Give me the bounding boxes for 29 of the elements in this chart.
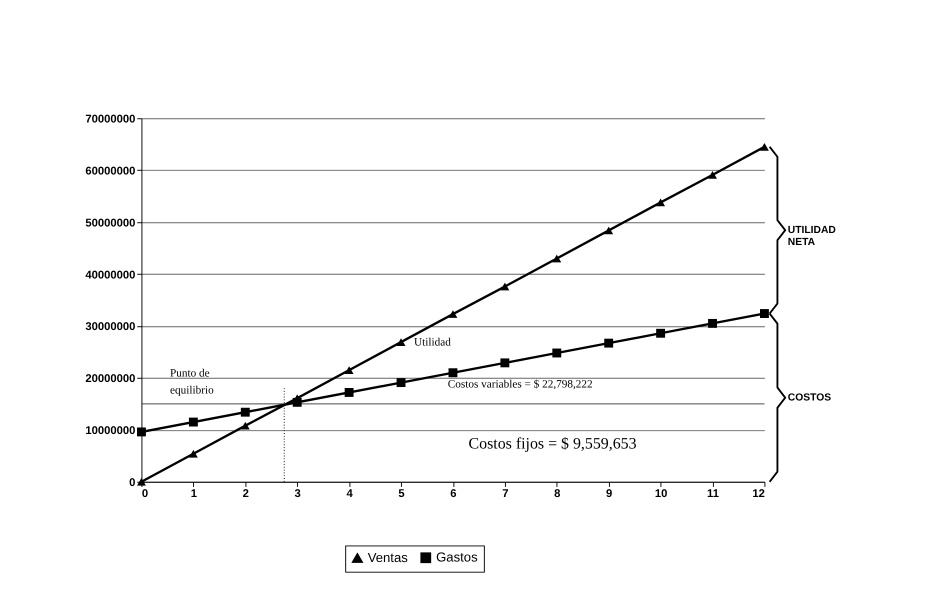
- x-tick-label: 3: [294, 488, 301, 500]
- x-tick-label: 7: [502, 488, 508, 500]
- x-tick-label: 11: [707, 488, 719, 500]
- x-tick-label: 1: [190, 488, 197, 500]
- y-tick-label: 50000000: [85, 217, 136, 230]
- x-tick-label: 9: [606, 488, 612, 500]
- y-tick-label: 30000000: [85, 321, 136, 334]
- legend-label: Ventas: [368, 550, 408, 565]
- x-tick-label: 0: [142, 488, 148, 500]
- y-tick-label: 10000000: [85, 425, 136, 438]
- x-tick-label: 8: [554, 488, 560, 500]
- x-tick-label: 4: [346, 488, 354, 500]
- x-tick-label: 12: [752, 488, 765, 500]
- text: COSTOS: [788, 392, 832, 404]
- text: UTILIDAD NETA: [788, 225, 836, 248]
- annotation: Costos fijos = $ 9,559,653: [468, 435, 637, 452]
- x-tick-label: 5: [398, 488, 405, 500]
- x-tick-label: 10: [654, 488, 668, 500]
- annotation: Punto de equilibrio: [170, 367, 214, 396]
- y-tick-label: 70000000: [85, 114, 136, 126]
- y-tick-label: 40000000: [85, 269, 136, 282]
- y-tick-label: 0: [129, 476, 136, 489]
- x-tick-label: 6: [450, 488, 457, 500]
- annotation: Utilidad: [414, 336, 452, 349]
- x-tick-label: 2: [242, 488, 249, 500]
- annotation: Costos variables = $ 22,798,222: [448, 378, 593, 390]
- legend-label: Gastos: [436, 550, 478, 565]
- y-tick-label: 20000000: [85, 373, 136, 386]
- y-tick-label: 60000000: [85, 165, 136, 178]
